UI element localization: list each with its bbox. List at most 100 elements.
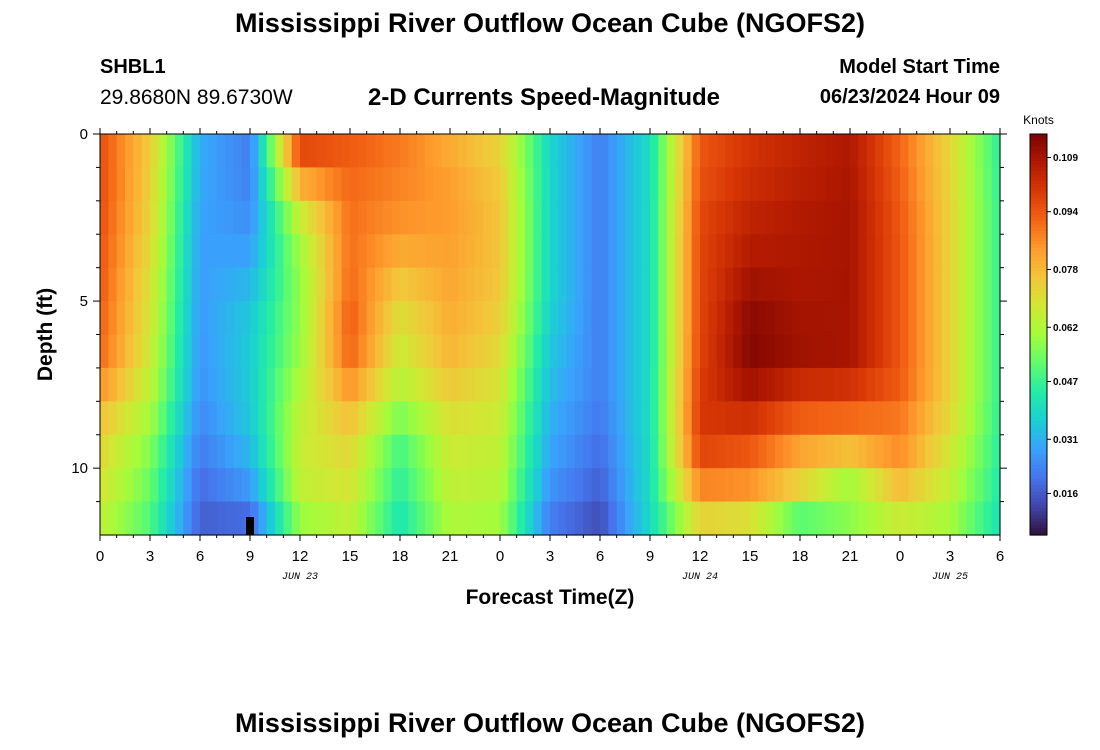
- colorbar-segment: [1030, 170, 1047, 175]
- heatmap-cell: [833, 434, 843, 469]
- model-start-value: 06/23/2024 Hour 09: [819, 86, 1000, 108]
- heatmap-cell: [125, 267, 134, 302]
- heatmap-cell: [891, 501, 901, 536]
- colorbar-segment: [1030, 227, 1047, 232]
- heatmap-cell: [100, 434, 109, 469]
- heatmap-cell: [900, 401, 909, 436]
- heatmap-cell: [266, 167, 276, 202]
- heatmap-cell: [241, 367, 251, 402]
- heatmap-cell: [633, 267, 643, 302]
- heatmap-cell: [933, 200, 943, 235]
- heatmap-cell: [525, 468, 534, 503]
- heatmap-cell: [158, 234, 168, 269]
- heatmap-cell: [291, 334, 301, 369]
- heatmap-cell: [525, 134, 534, 169]
- heatmap-cell: [966, 401, 976, 436]
- heatmap-cell: [766, 267, 776, 302]
- heatmap-cell: [383, 468, 393, 503]
- heatmap-cell: [525, 434, 534, 469]
- heatmap-cell: [550, 301, 559, 336]
- heatmap-cell: [558, 167, 568, 202]
- heatmap-cell: [500, 501, 509, 536]
- heatmap-cell: [841, 401, 851, 436]
- heatmap-cell: [366, 301, 376, 336]
- colorbar-segment: [1030, 281, 1047, 285]
- heatmap-cell: [708, 267, 718, 302]
- colorbar-tick-label: 0.031: [1053, 435, 1078, 446]
- heatmap-cell: [841, 167, 851, 202]
- heatmap-cell: [158, 367, 168, 402]
- heatmap-cell: [350, 267, 359, 302]
- heatmap-cell: [625, 334, 634, 369]
- heatmap-cell: [700, 401, 709, 436]
- heatmap-cell: [975, 367, 984, 402]
- heatmap-cell: [558, 434, 568, 469]
- heatmap-cell: [500, 434, 509, 469]
- heatmap-cell: [683, 501, 693, 536]
- heatmap-cell: [650, 434, 659, 469]
- heatmap-cell: [991, 301, 1001, 336]
- heatmap-cell: [983, 200, 993, 235]
- heatmap-cell: [458, 200, 468, 235]
- heatmap-cell: [875, 501, 884, 536]
- heatmap-cell: [825, 501, 834, 536]
- heatmap-cell: [358, 434, 368, 469]
- heatmap-cell: [883, 301, 893, 336]
- heatmap-cell: [508, 468, 518, 503]
- heatmap-cell: [383, 367, 393, 402]
- heatmap-cell: [341, 468, 351, 503]
- heatmap-cell: [975, 167, 984, 202]
- heatmap-cell: [475, 434, 484, 469]
- heatmap-cell: [508, 334, 518, 369]
- heatmap-cell: [950, 367, 959, 402]
- heatmap-cell: [266, 234, 276, 269]
- heatmap-cell: [775, 134, 784, 169]
- colorbar-segment: [1030, 444, 1047, 449]
- heatmap-cell: [200, 501, 209, 536]
- heatmap-cell: [850, 267, 859, 302]
- heatmap-cell: [150, 234, 159, 269]
- heatmap-cell: [916, 167, 926, 202]
- heatmap-cell: [891, 468, 901, 503]
- heatmap-cell: [125, 334, 134, 369]
- colorbar-segment: [1030, 250, 1047, 255]
- heatmap-cell: [800, 367, 809, 402]
- heatmap-cell: [333, 267, 343, 302]
- heatmap-cell: [800, 468, 809, 503]
- x-tick-label: 0: [896, 548, 904, 565]
- heatmap-cell: [225, 267, 234, 302]
- heatmap-cell: [666, 200, 676, 235]
- colorbar-segment: [1030, 271, 1047, 275]
- heatmap-cell: [566, 468, 576, 503]
- colorbar-segment: [1030, 207, 1047, 212]
- heatmap-cell: [616, 134, 626, 169]
- heatmap-cell: [925, 501, 934, 536]
- colorbar-segment: [1030, 474, 1047, 479]
- heatmap-cell: [558, 468, 568, 503]
- heatmap-cell: [566, 501, 576, 536]
- heatmap-cell: [591, 301, 601, 336]
- heatmap-cell: [891, 234, 901, 269]
- heatmap-cell: [158, 167, 168, 202]
- x-tick-label: 3: [946, 548, 954, 565]
- heatmap-cell: [816, 334, 826, 369]
- heatmap-cell: [800, 200, 809, 235]
- heatmap-cell: [366, 501, 376, 536]
- heatmap-cell: [350, 468, 359, 503]
- heatmap-cell: [258, 501, 268, 536]
- heatmap-cell: [108, 200, 118, 235]
- heatmap-cell: [608, 434, 618, 469]
- heatmap-cell: [475, 234, 484, 269]
- colorbar-segment: [1030, 267, 1047, 272]
- heatmap-cell: [508, 367, 518, 402]
- heatmap-cell: [566, 367, 576, 402]
- heatmap-cell: [100, 468, 109, 503]
- heatmap-cell: [391, 367, 401, 402]
- heatmap-cell: [383, 501, 393, 536]
- heatmap-cell: [658, 200, 668, 235]
- heatmap-cell: [808, 367, 818, 402]
- heatmap-cell: [166, 234, 176, 269]
- heatmap-cell: [425, 501, 434, 536]
- colorbar-frame: [1029, 133, 1048, 536]
- heatmap-cell: [625, 468, 634, 503]
